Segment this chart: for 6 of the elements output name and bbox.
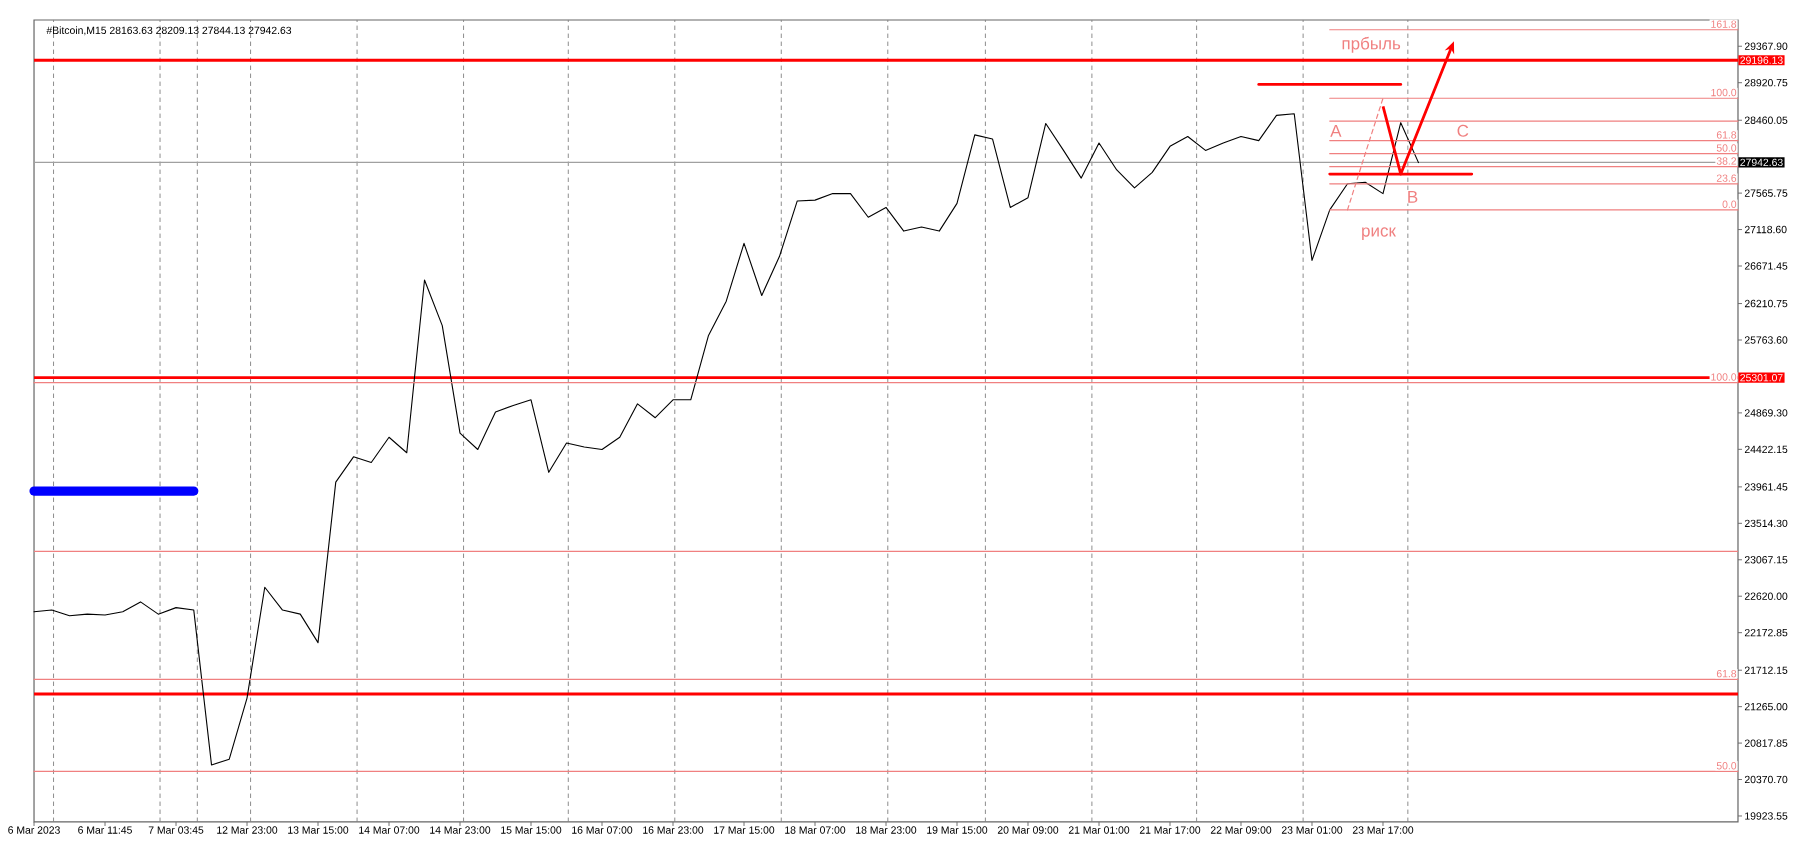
annotation: C	[1457, 124, 1469, 137]
line-series	[33, 113, 1420, 766]
annotation: A	[1330, 124, 1342, 137]
annotation: риск	[1362, 227, 1396, 241]
annotation: B	[1408, 190, 1418, 203]
annotation: прбыль	[1342, 36, 1401, 53]
